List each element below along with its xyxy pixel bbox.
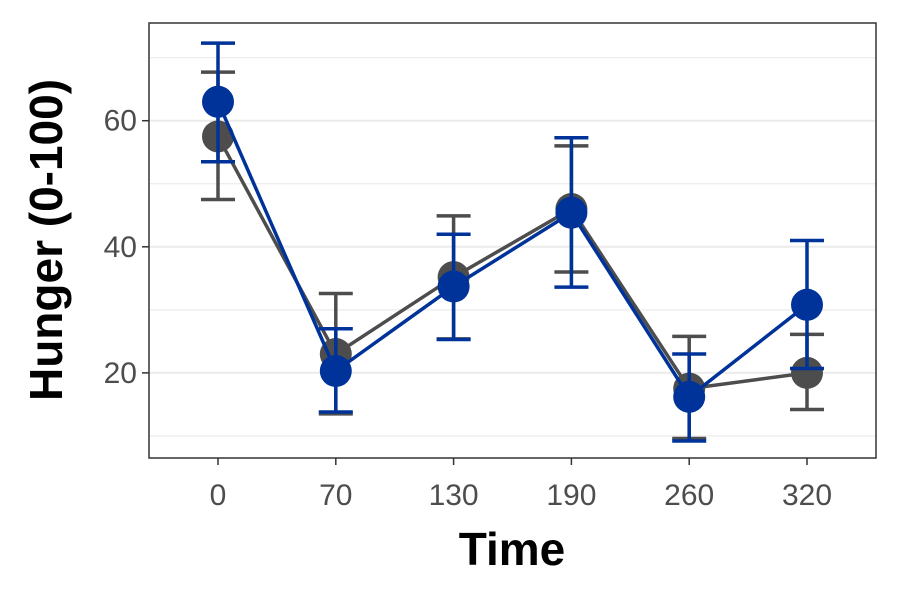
panel-border	[148, 22, 877, 459]
data-point	[791, 356, 823, 389]
x-tick-label: 320	[782, 479, 832, 512]
data-point	[202, 85, 234, 118]
x-tick-label: 260	[664, 479, 714, 512]
axis-layer: 20 40 60 0 70 130 190 260 320	[104, 105, 832, 512]
y-axis-title: Hunger (0-100)	[20, 79, 72, 401]
data-point	[791, 288, 823, 321]
x-tick-label: 130	[429, 479, 479, 512]
data-point	[437, 270, 470, 303]
series-2	[201, 41, 824, 443]
data-point	[555, 196, 588, 229]
x-tick-label: 0	[210, 479, 227, 512]
series-layer	[201, 41, 824, 443]
x-axis-title: Time	[459, 523, 566, 575]
data-point	[319, 355, 352, 387]
grid-layer	[149, 57, 876, 437]
series-line	[216, 101, 809, 400]
y-tick-label: 40	[104, 231, 137, 264]
series-line	[216, 135, 808, 391]
data-point	[673, 380, 706, 413]
y-tick-label: 60	[104, 105, 137, 138]
x-tick-label: 190	[546, 479, 596, 512]
panel-background	[149, 23, 876, 458]
x-tick-label: 70	[319, 479, 352, 512]
y-tick-label: 20	[104, 357, 137, 390]
